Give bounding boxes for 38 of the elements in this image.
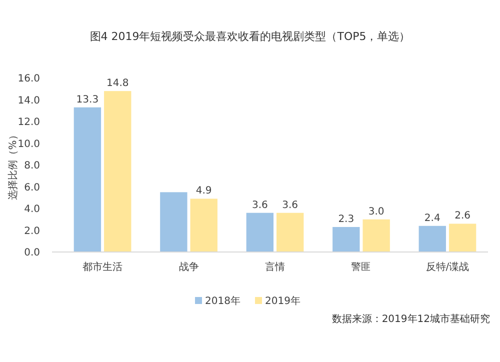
bar — [362, 219, 390, 252]
y-tick-label: 2.0 — [24, 226, 40, 237]
y-tick-label: 12.0 — [18, 117, 40, 128]
bar — [74, 107, 102, 252]
legend-label: 2018年 — [205, 295, 240, 307]
y-tick-label: 16.0 — [18, 74, 40, 84]
y-tick-label: 10.0 — [18, 138, 40, 150]
x-tick-label: 战争 — [178, 261, 199, 273]
y-axis-title: 选择比例（%） — [7, 130, 19, 200]
data-label: 2.6 — [454, 210, 471, 222]
x-tick-label: 反特/谍战 — [426, 261, 470, 273]
bar — [246, 212, 274, 252]
bar — [104, 91, 132, 252]
data-label: 2.4 — [424, 212, 440, 224]
data-label: 3.6 — [282, 200, 298, 211]
legend-label: 2019年 — [265, 295, 300, 307]
data-label: 14.8 — [106, 78, 129, 90]
bar — [190, 198, 218, 252]
x-tick-label: 警匪 — [351, 261, 372, 273]
data-label: 3.6 — [252, 200, 268, 211]
y-tick-label: 14.0 — [18, 95, 40, 106]
y-tick-label: 0.0 — [24, 248, 40, 258]
data-label: 13.3 — [76, 94, 99, 106]
data-label: 4.9 — [196, 186, 212, 197]
bar — [418, 226, 446, 252]
y-tick-label: 4.0 — [24, 204, 40, 215]
bar — [276, 212, 304, 252]
bar — [160, 192, 188, 252]
bar — [448, 224, 476, 252]
x-tick-label: 言情 — [265, 261, 285, 273]
bar — [332, 226, 360, 252]
data-label: 2.3 — [338, 214, 354, 225]
y-tick-label: 6.0 — [24, 182, 40, 194]
chart-title: 图4 2019年短视频受众最喜欢收看的电视剧类型（TOP5，单选） — [90, 30, 410, 43]
x-tick-label: 都市生活 — [82, 261, 123, 273]
data-label: 3.0 — [368, 206, 384, 218]
source-note: 数据来源：2019年12城市基础研究 — [332, 313, 490, 325]
y-tick-label: 8.0 — [24, 160, 40, 172]
